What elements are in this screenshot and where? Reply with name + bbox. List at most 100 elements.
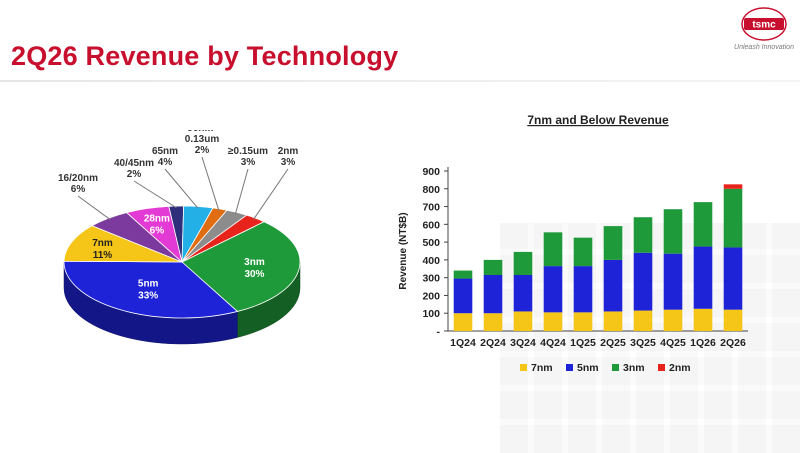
y-tick-label: 200 — [422, 290, 440, 302]
y-tick-label: 600 — [422, 219, 440, 231]
pie-slice-label: 2nm — [278, 146, 299, 157]
legend-label: 5nm — [577, 362, 599, 374]
bar-segment-3nm — [723, 188, 743, 248]
bars: 1Q24 2Q24 3Q24 4Q24 1Q25 2Q25 3Q25 4Q25 1Q26 2Q26 — [450, 184, 746, 349]
bar-segment-5nm — [723, 247, 743, 310]
bar-segment-3nm — [513, 251, 533, 275]
pie-slice-label: 3nm — [244, 257, 265, 268]
logo-text: tsmc — [752, 20, 776, 31]
bar-segment-7nm — [663, 309, 683, 331]
pie-slice-percent: 2% — [195, 145, 210, 156]
y-tick-label: 800 — [422, 184, 440, 196]
x-tick-label: 3Q24 — [510, 337, 536, 349]
bar-segment-7nm — [603, 311, 623, 331]
pie-slice-percent: 2% — [127, 169, 142, 180]
x-tick-label: 1Q25 — [570, 337, 596, 349]
bar-segment-3nm — [453, 270, 473, 279]
pie-slice-percent: 3% — [241, 157, 256, 168]
bar-segment-5nm — [453, 278, 473, 314]
x-tick-label: 1Q24 — [450, 337, 476, 349]
bar-segment-3nm — [693, 202, 713, 247]
bar-segment-3nm — [573, 237, 593, 267]
title-divider — [0, 80, 800, 82]
bar-segment-3nm — [543, 232, 563, 267]
pie-slice-percent: 11% — [93, 250, 113, 261]
bar-segment-3nm — [633, 217, 653, 253]
bar-segment-5nm — [573, 266, 593, 313]
y-axis-label: Revenue (NT$B) — [398, 212, 409, 289]
bar-segment-3nm — [663, 209, 683, 254]
pie-slice-label: 65nm — [152, 146, 178, 157]
pie-slice-label: 40/45nm — [114, 158, 154, 169]
x-tick-label: 1Q26 — [690, 337, 716, 349]
x-tick-label: 2Q26 — [720, 337, 746, 349]
bar-segment-7nm — [693, 308, 713, 331]
x-tick-label: 2Q25 — [600, 337, 626, 349]
bar-segment-3nm — [483, 259, 503, 275]
pie-leader-line — [201, 156, 220, 211]
pie-slice-percent: 30% — [244, 269, 264, 280]
legend-swatch — [520, 364, 527, 371]
bar-segment-7nm — [723, 309, 743, 331]
pie-slice — [181, 214, 265, 263]
pie-slice-label: 28nm — [144, 213, 170, 224]
x-tick-label: 2Q24 — [480, 337, 506, 349]
pie-slice-percent: 3% — [281, 157, 296, 168]
pie-leader-line — [77, 195, 111, 221]
x-tick-label: 4Q24 — [540, 337, 566, 349]
slide-title: 2Q26 Revenue by Technology — [11, 41, 399, 71]
bar-segment-7nm — [633, 310, 653, 331]
pie-leader-line — [234, 168, 249, 215]
y-tick-label: 400 — [422, 255, 440, 267]
legend-swatch — [612, 364, 619, 371]
legend-label: 3nm — [623, 362, 645, 374]
pie-slice-percent: 4% — [158, 157, 173, 168]
bar-segment-2nm — [723, 184, 743, 189]
legend: 7nm 5nm 3nm 2nm — [520, 362, 691, 374]
pie-top-layer — [63, 205, 301, 319]
bar-segment-5nm — [663, 253, 683, 310]
legend-swatch — [658, 364, 665, 371]
pie-slice-label: 7nm — [92, 238, 113, 249]
pie-leader-line — [252, 168, 289, 220]
y-tick-label: 500 — [422, 237, 440, 249]
bar-segment-7nm — [453, 313, 473, 331]
y-tick-label: 900 — [422, 166, 440, 178]
pie-slice — [181, 221, 301, 312]
pie-leader-line — [133, 180, 177, 209]
bar-segment-7nm — [483, 313, 503, 331]
pie-chart: 3nm30%5nm33%7nm11%16/20nm6%28nm6%40/45nm… — [58, 130, 301, 345]
pie-slice-label: 5nm — [138, 278, 159, 289]
pie-slice-percent: 6% — [150, 225, 165, 236]
pie-slice-label: 90nm-0.13um — [185, 130, 220, 145]
pie-leader-line — [164, 168, 199, 209]
bar-segment-5nm — [513, 275, 533, 312]
bar-segment-3nm — [603, 226, 623, 260]
tagline: Unleash Innovation — [734, 44, 794, 51]
bar-segment-5nm — [693, 246, 713, 309]
x-tick-label: 4Q25 — [660, 337, 686, 349]
pie-slice — [63, 260, 239, 319]
bar-segment-5nm — [633, 252, 653, 311]
bar-chart-title: 7nm and Below Revenue — [527, 113, 669, 127]
bar-segment-7nm — [513, 311, 533, 331]
y-tick-label: 700 — [422, 202, 440, 214]
y-tick-label: 100 — [422, 308, 440, 320]
bar-segment-5nm — [543, 266, 563, 313]
x-tick-label: 3Q25 — [630, 337, 656, 349]
pie-labels: 3nm30%5nm33%7nm11%16/20nm6%28nm6%40/45nm… — [58, 130, 298, 301]
y-tick-label: 300 — [422, 273, 440, 285]
tsmc-logo-badge: tsmc — [741, 7, 787, 41]
bar-segment-7nm — [543, 312, 563, 331]
tsmc-logo: tsmc Unleash Innovation — [728, 6, 800, 54]
pie-slice-label: 16/20nm — [58, 173, 98, 184]
bar-segment-7nm — [573, 312, 593, 331]
pie-slice-percent: 33% — [138, 290, 158, 301]
bar-segment-5nm — [483, 275, 503, 314]
bar-segment-5nm — [603, 259, 623, 312]
stacked-bar-chart: 7nm and Below Revenue Revenue (NT$B) - 100 2… — [398, 113, 748, 374]
legend-label: 2nm — [669, 362, 691, 374]
pie-slice — [63, 225, 183, 263]
y-tick-label: - — [437, 326, 441, 338]
legend-label: 7nm — [531, 362, 553, 374]
